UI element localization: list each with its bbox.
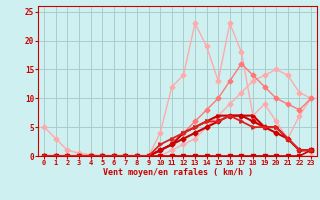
X-axis label: Vent moyen/en rafales ( km/h ): Vent moyen/en rafales ( km/h ) [103,168,252,177]
